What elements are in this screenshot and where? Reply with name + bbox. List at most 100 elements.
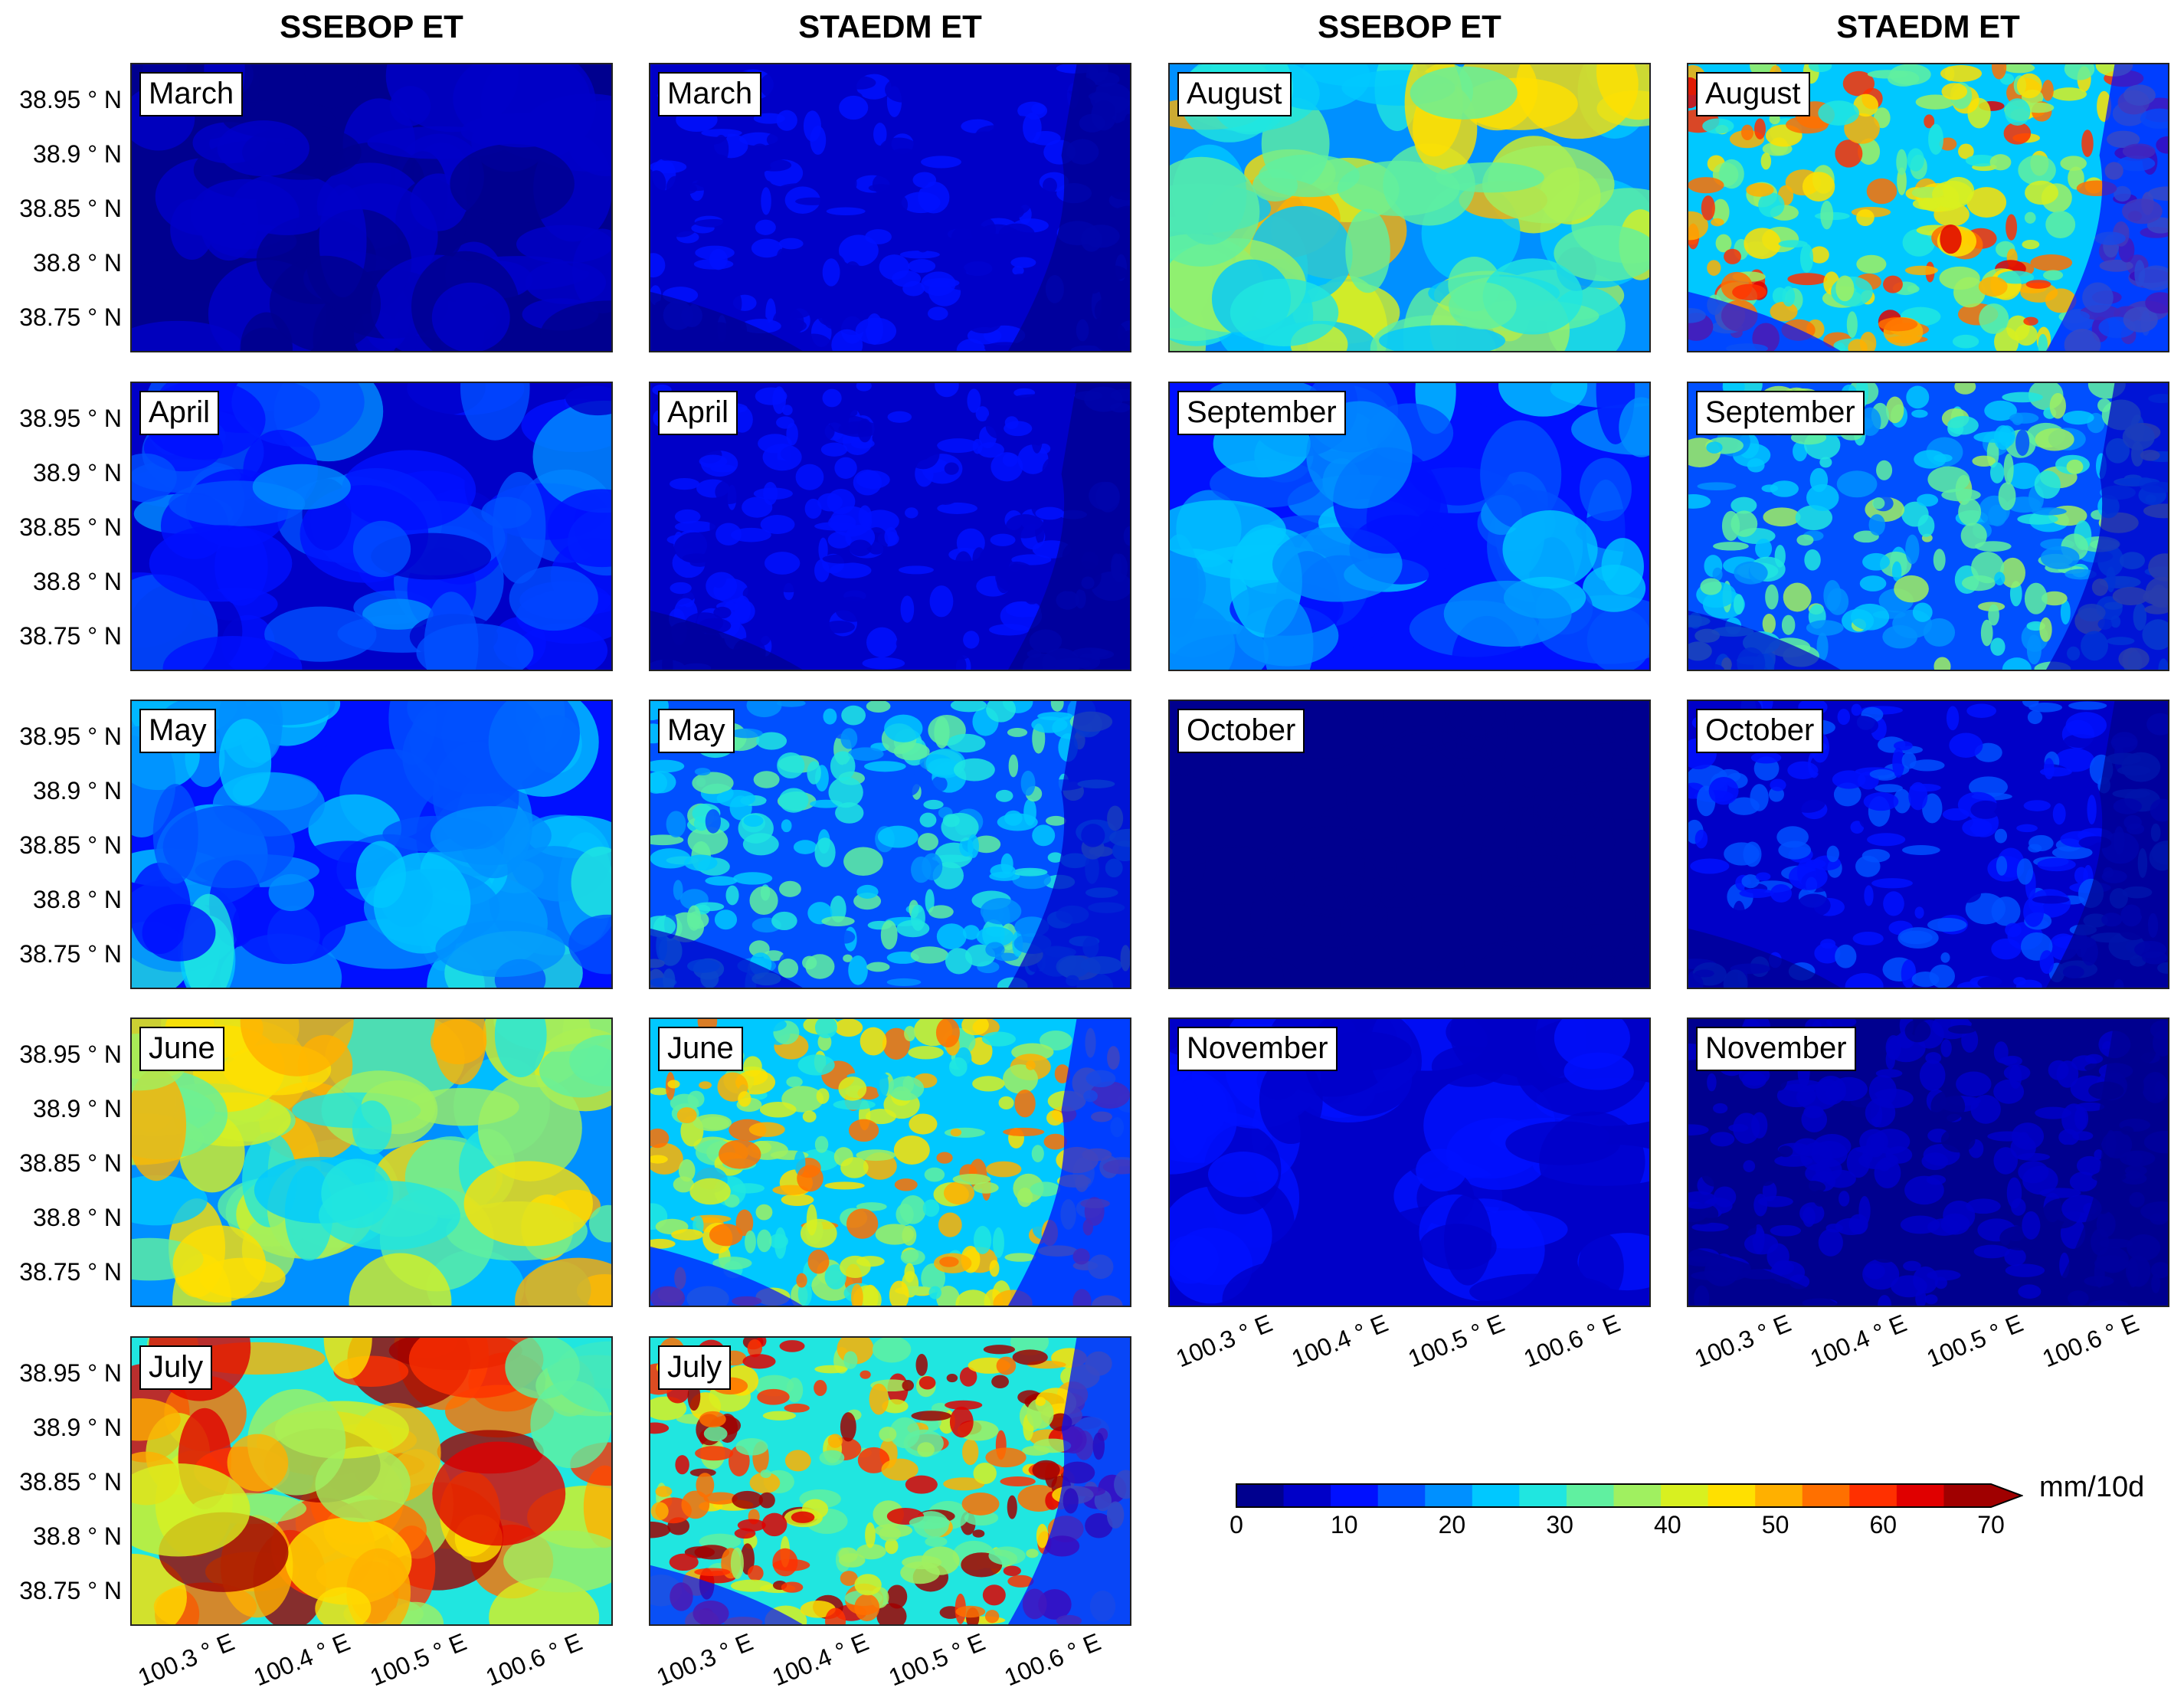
et-heatmap: [650, 64, 1130, 351]
y-tick-label: 38.9 ° N: [33, 777, 122, 804]
y-tick-label: 38.8 ° N: [33, 568, 122, 595]
month-label: May: [658, 709, 735, 753]
colorbar-tick-label: 50: [1761, 1511, 1789, 1539]
month-label: November: [1696, 1027, 1856, 1071]
y-tick-label: 38.75 ° N: [19, 622, 122, 650]
y-tick-label: 38.95 ° N: [19, 723, 122, 750]
y-tick-label: 38.95 ° N: [19, 1359, 122, 1387]
colorbar-tick-label: 40: [1654, 1511, 1681, 1539]
colorbar: [1236, 1483, 2023, 1508]
y-tick-label: 38.8 ° N: [33, 249, 122, 277]
x-tick-label: 100.3 ° E: [1172, 1309, 1277, 1373]
month-label: October: [1696, 709, 1824, 753]
x-tick-label: 100.6 ° E: [481, 1627, 586, 1692]
map-panel-ssebop-et-october: October: [1168, 700, 1651, 989]
month-label: October: [1177, 709, 1305, 753]
colorbar-segment: [1566, 1484, 1615, 1507]
column-title-1: SSEBOP ET: [280, 8, 463, 44]
x-tick-label: 100.4 ° E: [250, 1627, 355, 1692]
map-panel-staedm-et-november: November: [1687, 1017, 2169, 1307]
x-tick-label: 100.3 ° E: [1691, 1309, 1796, 1373]
x-tick-label: 100.3 ° E: [134, 1627, 239, 1692]
map-panel-staedm-et-march: March: [649, 63, 1131, 352]
y-tick-label: 38.75 ° N: [19, 1258, 122, 1286]
x-tick-label: 100.6 ° E: [1519, 1309, 1624, 1373]
month-label: September: [1696, 391, 1865, 435]
map-panel-ssebop-et-june: June: [130, 1017, 613, 1307]
month-label: June: [658, 1027, 743, 1071]
y-tick-label: 38.95 ° N: [19, 86, 122, 113]
x-tick-label: 100.3 ° E: [653, 1627, 758, 1692]
colorbar-tick-label: 20: [1438, 1511, 1466, 1539]
map-panel-ssebop-et-march: March: [130, 63, 613, 352]
x-tick-label: 100.5 ° E: [884, 1627, 989, 1692]
map-panel-ssebop-et-april: April: [130, 382, 613, 671]
et-heatmap: [650, 701, 1130, 988]
colorbar-segment: [1331, 1484, 1379, 1507]
y-tick-label: 38.9 ° N: [33, 459, 122, 487]
map-panel-ssebop-et-july: July: [130, 1336, 613, 1626]
x-tick-label: 100.5 ° E: [1403, 1309, 1508, 1373]
map-panel-staedm-et-july: July: [649, 1336, 1131, 1626]
colorbar-segment: [1377, 1484, 1426, 1507]
y-tick-label: 38.8 ° N: [33, 1204, 122, 1231]
colorbar-tick-label: 60: [1869, 1511, 1897, 1539]
colorbar-segment: [1661, 1484, 1709, 1507]
y-tick-label: 38.95 ° N: [19, 405, 122, 432]
y-tick-label: 38.85 ° N: [19, 1149, 122, 1177]
month-label: July: [139, 1345, 213, 1390]
x-tick-label: 100.4 ° E: [1288, 1309, 1393, 1373]
map-panel-staedm-et-may: May: [649, 700, 1131, 989]
y-tick-label: 38.9 ° N: [33, 1414, 122, 1441]
y-tick-label: 38.85 ° N: [19, 195, 122, 222]
colorbar-tick-label: 70: [1977, 1511, 2005, 1539]
map-panel-staedm-et-august: August: [1687, 63, 2169, 352]
month-label: March: [658, 72, 762, 116]
y-tick-label: 38.9 ° N: [33, 140, 122, 168]
x-tick-label: 100.5 ° E: [1922, 1309, 2027, 1373]
map-panel-ssebop-et-november: November: [1168, 1017, 1651, 1307]
map-panel-ssebop-et-september: September: [1168, 382, 1651, 671]
month-label: August: [1696, 72, 1810, 116]
colorbar-segment: [1472, 1484, 1520, 1507]
y-tick-label: 38.75 ° N: [19, 940, 122, 968]
colorbar-segment: [1708, 1484, 1756, 1507]
et-heatmap: [1170, 701, 1649, 988]
column-title-2: STAEDM ET: [798, 8, 982, 44]
y-tick-label: 38.85 ° N: [19, 1468, 122, 1496]
colorbar-segment: [1283, 1484, 1331, 1507]
column-title-4: STAEDM ET: [1836, 8, 2020, 44]
x-tick-label: 100.4 ° E: [768, 1627, 873, 1692]
y-tick-label: 38.9 ° N: [33, 1095, 122, 1122]
colorbar-segment: [1613, 1484, 1662, 1507]
colorbar-tick-label: 10: [1330, 1511, 1358, 1539]
month-label: June: [139, 1027, 224, 1071]
y-tick-label: 38.8 ° N: [33, 1522, 122, 1550]
y-tick-label: 38.8 ° N: [33, 886, 122, 913]
y-tick-label: 38.85 ° N: [19, 513, 122, 541]
colorbar-outline: [1236, 1483, 2023, 1508]
x-tick-label: 100.5 ° E: [365, 1627, 470, 1692]
colorbar-tick-label: 30: [1546, 1511, 1573, 1539]
month-label: April: [139, 391, 220, 435]
colorbar-segment: [1755, 1484, 1803, 1507]
x-tick-label: 100.4 ° E: [1806, 1309, 1911, 1373]
colorbar-segment: [1943, 1484, 1992, 1507]
colorbar-segment: [1425, 1484, 1473, 1507]
colorbar-segment: [1519, 1484, 1567, 1507]
x-tick-label: 100.6 ° E: [2038, 1309, 2143, 1373]
y-tick-label: 38.95 ° N: [19, 1040, 122, 1068]
et-heatmap: [132, 1338, 611, 1624]
colorbar-segment: [1849, 1484, 1897, 1507]
y-tick-label: 38.75 ° N: [19, 303, 122, 331]
y-tick-label: 38.85 ° N: [19, 831, 122, 859]
month-label: November: [1177, 1027, 1338, 1071]
column-title-3: SSEBOP ET: [1318, 8, 1501, 44]
map-panel-staedm-et-april: April: [649, 382, 1131, 671]
map-panel-ssebop-et-august: August: [1168, 63, 1651, 352]
month-label: April: [658, 391, 738, 435]
month-label: September: [1177, 391, 1346, 435]
month-label: August: [1177, 72, 1292, 116]
map-panel-staedm-et-june: June: [649, 1017, 1131, 1307]
